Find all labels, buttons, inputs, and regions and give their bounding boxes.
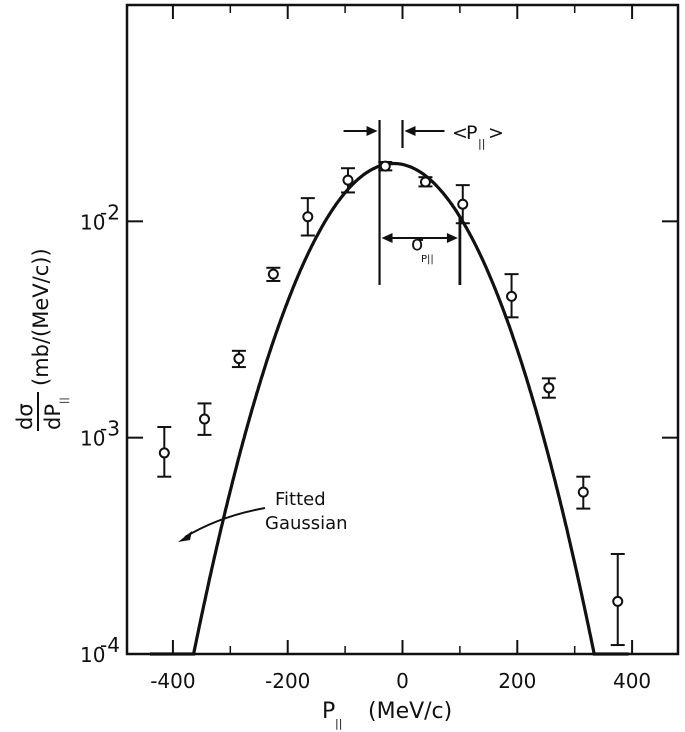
data-point (455, 184, 470, 225)
sigma-arrowhead-right (446, 233, 458, 243)
x-tick-label: -400 (150, 669, 195, 693)
y-axis-label-denominator-sub: || (59, 397, 70, 404)
data-point (266, 266, 281, 282)
data-point (541, 377, 556, 399)
point-marker (342, 174, 354, 186)
y-tick-label-exponent: -3 (100, 417, 120, 441)
data-point (300, 197, 315, 237)
data-point (418, 176, 433, 188)
point-marker (543, 382, 555, 394)
point-marker (198, 413, 210, 425)
point-marker (158, 447, 170, 459)
data-point (197, 402, 212, 436)
sigma-label-sub: P|| (421, 254, 434, 265)
point-marker (302, 211, 314, 223)
x-axis-label-sub: || (335, 717, 342, 730)
fitted-gaussian-annotation: Fitted Gaussian (178, 489, 348, 542)
data-point (340, 167, 355, 194)
point-marker (457, 198, 469, 210)
data-point (157, 426, 172, 478)
point-marker (379, 160, 391, 172)
x-tick-label: -200 (265, 669, 310, 693)
mean-label-main: P (466, 122, 477, 144)
mean-arrowhead-right (404, 126, 416, 136)
x-tick-label: 400 (613, 669, 651, 693)
data-points (157, 160, 625, 647)
data-point (231, 349, 246, 369)
x-tick-label: 0 (396, 669, 409, 693)
sigma-arrowhead-left (381, 233, 393, 243)
fit-label-arrowhead (178, 531, 192, 542)
plot-frame (125, 3, 680, 656)
y-tick-labels: 10-410-310-2 (80, 200, 120, 667)
y-tick-label-base: 10 (80, 210, 105, 234)
point-marker (612, 595, 624, 607)
mean-label-open: < (452, 122, 468, 144)
point-marker (419, 176, 431, 188)
y-tick-label-exponent: -2 (100, 200, 120, 224)
tick-marks (127, 5, 678, 655)
y-tick-label-base: 10 (80, 643, 105, 667)
y-axis-label-denominator: dP (41, 404, 65, 430)
x-axis-label: P || (MeV/c) (322, 699, 452, 730)
y-tick-label-base: 10 (80, 427, 105, 451)
mean-sigma-markers (343, 120, 462, 285)
point-marker (577, 486, 589, 498)
sigma-label-main: σ (411, 231, 424, 255)
point-marker (506, 290, 518, 302)
y-tick-label-exponent: -4 (100, 633, 120, 657)
mean-label: < P || > (452, 122, 504, 150)
x-tick-labels: -400 -200 0 200 400 (150, 669, 651, 693)
fit-label-line1: Fitted (275, 489, 326, 510)
mean-label-close: > (488, 122, 504, 144)
y-axis-label-unit: (mb/(MeV/c)) (29, 248, 53, 386)
y-axis-label: dσ dP || (mb/(MeV/c)) (13, 248, 70, 431)
x-axis-label-main: P (322, 699, 335, 724)
x-axis-label-unit: (MeV/c) (368, 699, 452, 724)
data-point (610, 552, 625, 647)
mean-arrowhead-left (366, 126, 378, 136)
mean-label-sub: || (478, 137, 485, 150)
fit-label-line2: Gaussian (265, 513, 348, 534)
data-point (504, 273, 519, 319)
point-marker (267, 268, 279, 280)
point-marker (233, 353, 245, 365)
fit-label-arrow (184, 507, 266, 538)
x-tick-label: 200 (498, 669, 536, 693)
sigma-label: σ P|| (411, 231, 434, 265)
y-axis-label-numerator: dσ (13, 403, 37, 430)
data-point (576, 475, 591, 510)
